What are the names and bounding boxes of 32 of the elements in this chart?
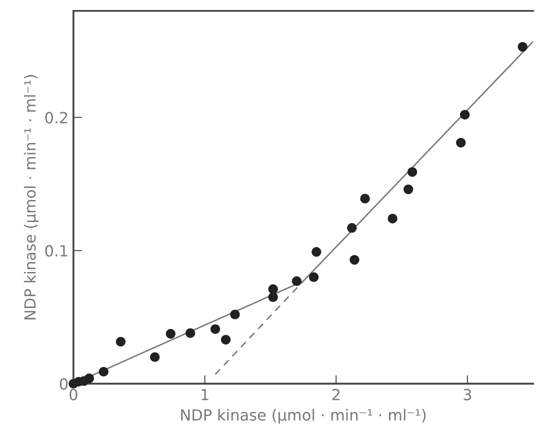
point bbox=[407, 167, 418, 177]
x-tick-label: 2 bbox=[332, 388, 340, 400]
point bbox=[210, 324, 220, 334]
y-axis-title: NDP kinase (µmol · min⁻¹ · ml⁻¹) bbox=[24, 75, 39, 320]
x-tick-label: 3 bbox=[464, 388, 472, 400]
y-tick-label: 0.2 bbox=[45, 112, 68, 124]
point bbox=[360, 194, 370, 204]
x-axis-title: NDP kinase (µmol · min⁻¹ · ml⁻¹) bbox=[181, 408, 426, 424]
point bbox=[347, 223, 357, 233]
point bbox=[350, 255, 360, 265]
point bbox=[518, 42, 528, 52]
point bbox=[220, 334, 231, 345]
point bbox=[150, 352, 160, 362]
point bbox=[460, 110, 470, 120]
x-tick-label: 0 bbox=[70, 388, 78, 400]
point bbox=[388, 214, 398, 224]
point bbox=[230, 310, 240, 320]
y-tick-label: 0 bbox=[60, 378, 68, 390]
point bbox=[308, 272, 319, 282]
point bbox=[185, 328, 196, 338]
point bbox=[116, 336, 126, 347]
point bbox=[292, 276, 302, 286]
point bbox=[268, 284, 278, 294]
point bbox=[166, 328, 176, 339]
y-tick-label: 0.1 bbox=[45, 245, 68, 257]
point bbox=[312, 247, 322, 257]
point bbox=[403, 184, 414, 194]
point bbox=[456, 138, 466, 148]
point bbox=[268, 292, 278, 302]
x-tick-label: 1 bbox=[202, 389, 208, 400]
point bbox=[98, 366, 109, 377]
point bbox=[84, 373, 94, 384]
